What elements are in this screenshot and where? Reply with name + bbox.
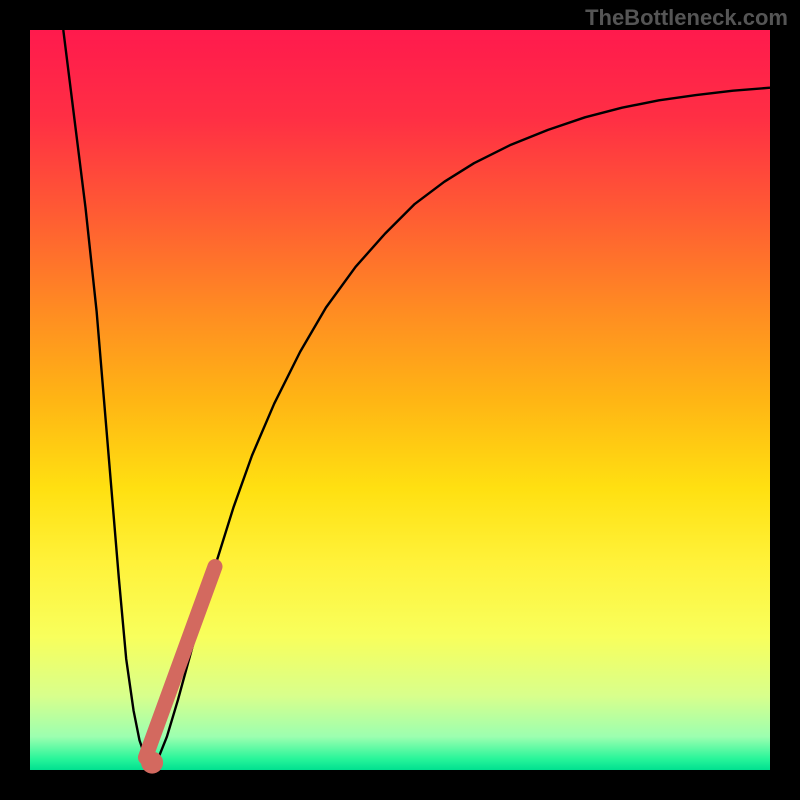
chart-svg xyxy=(0,0,800,800)
watermark-text: TheBottleneck.com xyxy=(585,5,788,31)
chart-container: TheBottleneck.com xyxy=(0,0,800,800)
plot-area-gradient xyxy=(30,30,770,770)
curve-tip-marker xyxy=(141,752,163,774)
